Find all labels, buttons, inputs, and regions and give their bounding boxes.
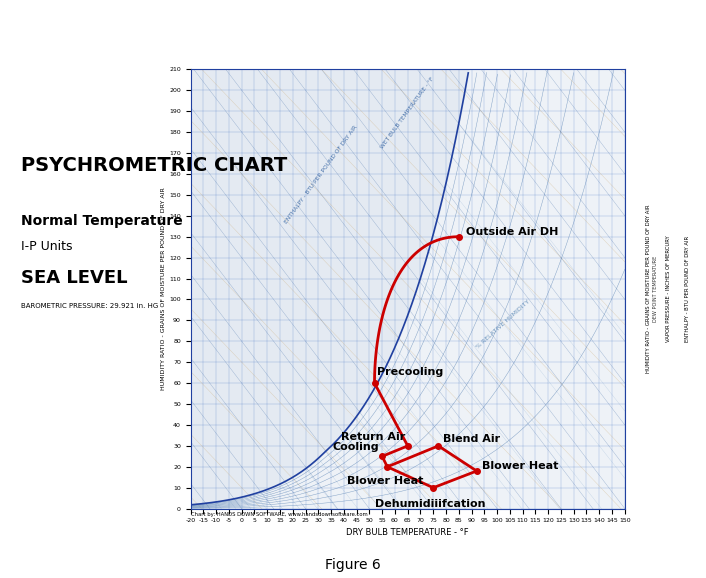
Text: Precooling: Precooling [377, 367, 443, 377]
Text: HUMIDITY RATIO - GRAINS OF MOISTURE PER POUND OF DRY AIR: HUMIDITY RATIO - GRAINS OF MOISTURE PER … [646, 205, 651, 373]
Text: PSYCHROMETRIC CHART: PSYCHROMETRIC CHART [21, 156, 287, 175]
Text: WET BULB TEMPERATURE - °F: WET BULB TEMPERATURE - °F [380, 76, 436, 150]
Text: Figure 6: Figure 6 [325, 558, 381, 572]
Text: Blend Air: Blend Air [443, 434, 501, 444]
Text: VAPOR PRESSURE - INCHES OF MERCURY: VAPOR PRESSURE - INCHES OF MERCURY [666, 236, 671, 342]
X-axis label: DRY BULB TEMPERATURE - °F: DRY BULB TEMPERATURE - °F [347, 528, 469, 536]
Text: ENTHALPY - BTU PER POUND OF DRY AIR: ENTHALPY - BTU PER POUND OF DRY AIR [686, 236, 690, 342]
Text: Dehumidiiifcation: Dehumidiiifcation [376, 499, 486, 509]
Text: DEW POINT TEMPERATURE: DEW POINT TEMPERATURE [653, 256, 658, 322]
Text: Blower Heat: Blower Heat [481, 461, 558, 471]
Text: Chart by: HANDS DOWN SOFTWARE, www.handsdownsoftware.com: Chart by: HANDS DOWN SOFTWARE, www.hands… [191, 512, 367, 517]
Text: Blower Heat: Blower Heat [347, 476, 423, 486]
Text: Outside Air DH: Outside Air DH [467, 227, 559, 236]
Text: % RELATIVE HUMIDITY: % RELATIVE HUMIDITY [475, 299, 531, 350]
Text: Cooling: Cooling [333, 442, 380, 452]
Text: Normal Temperature: Normal Temperature [21, 214, 183, 228]
Y-axis label: HUMIDITY RATIO - GRAINS OF MOISTURE PER POUND OF DRY AIR: HUMIDITY RATIO - GRAINS OF MOISTURE PER … [162, 188, 167, 390]
Text: SEA LEVEL: SEA LEVEL [21, 269, 128, 287]
Text: BAROMETRIC PRESSURE: 29.921 in. HG: BAROMETRIC PRESSURE: 29.921 in. HG [21, 303, 158, 309]
Text: ENTHALPY - BTU PER POUND OF DRY AIR: ENTHALPY - BTU PER POUND OF DRY AIR [284, 125, 358, 225]
Text: I-P Units: I-P Units [21, 240, 73, 253]
Text: Return Air: Return Air [341, 432, 405, 442]
